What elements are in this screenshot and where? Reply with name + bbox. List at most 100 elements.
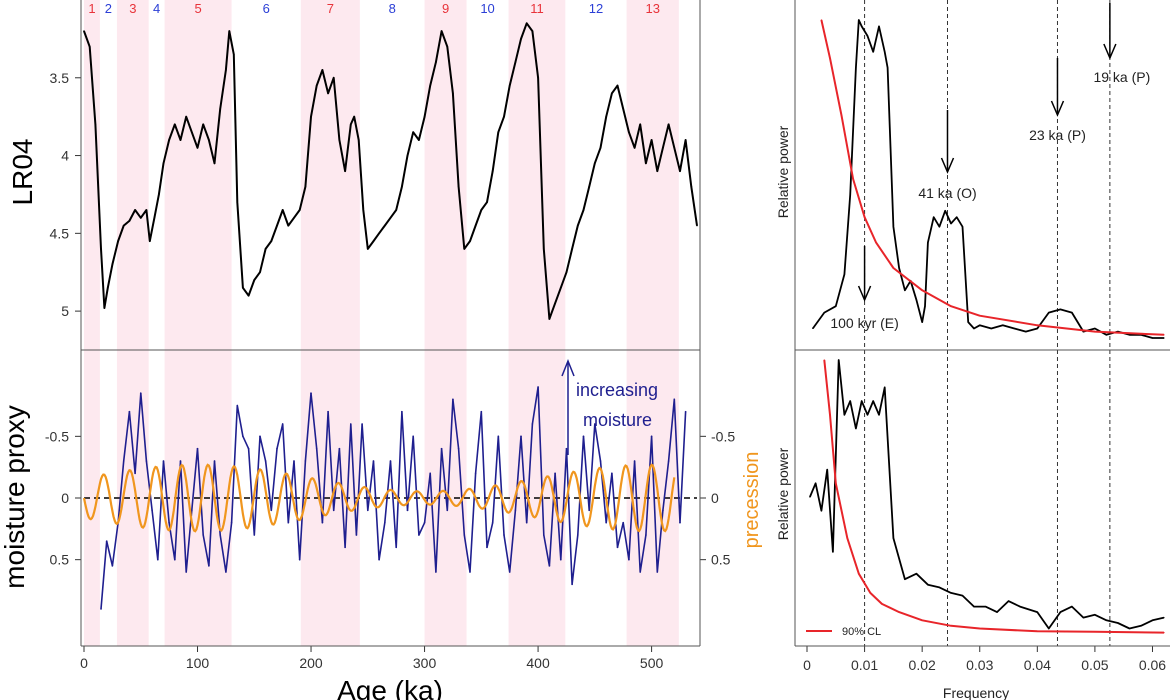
moisture-point bbox=[355, 534, 358, 536]
spectrum-point bbox=[1059, 308, 1061, 310]
moisture-point bbox=[435, 571, 437, 573]
lr04-point bbox=[548, 318, 551, 320]
moisture-point bbox=[503, 534, 505, 536]
lr04-point bbox=[276, 224, 278, 227]
spectrum-point bbox=[933, 216, 935, 218]
lr04-point bbox=[145, 209, 148, 211]
stage-label-3: 3 bbox=[129, 1, 136, 16]
spectrum-point bbox=[1013, 327, 1015, 330]
spectrum-point bbox=[1151, 337, 1154, 339]
spectrum-point bbox=[892, 537, 894, 539]
moisture-point bbox=[628, 558, 630, 561]
lr04-point bbox=[423, 115, 426, 118]
left-plot-frame bbox=[80, 0, 701, 647]
spectrum-point bbox=[1128, 334, 1131, 336]
confidence-point bbox=[979, 627, 981, 630]
lr04-point bbox=[395, 209, 397, 211]
spectrum-lr04-lines bbox=[812, 19, 1165, 339]
lr04-point bbox=[298, 209, 301, 211]
moisture-point bbox=[469, 571, 471, 573]
lr04-point bbox=[228, 30, 231, 32]
lr04-point bbox=[281, 209, 284, 211]
lr04-point bbox=[525, 22, 528, 25]
legend-label: 90% CL bbox=[842, 626, 881, 638]
moisture-point bbox=[679, 521, 681, 524]
confidence-point bbox=[829, 414, 831, 416]
moisture-point bbox=[389, 460, 392, 462]
lr04-y-tick-label: 4 bbox=[61, 148, 69, 164]
lr04-point bbox=[401, 185, 403, 188]
lr04-point bbox=[122, 224, 125, 227]
lr04-point bbox=[628, 131, 630, 134]
moisture-point bbox=[582, 435, 585, 438]
spectrum-point bbox=[1105, 334, 1108, 336]
spectrum-point bbox=[904, 578, 906, 580]
moisture-point bbox=[247, 447, 250, 450]
frequency-x-tick-label: 0.03 bbox=[966, 657, 993, 673]
confidence-limit-line bbox=[820, 19, 1165, 336]
lr04-point bbox=[208, 139, 210, 141]
moisture-point bbox=[134, 472, 136, 475]
period-annotations: 100 kyr (E) 41 ka (O) 23 ka (P) 19 ka (P) bbox=[830, 3, 1150, 331]
lr04-point bbox=[508, 84, 511, 87]
spectrum-point bbox=[938, 226, 941, 228]
spectrum-point bbox=[967, 321, 969, 323]
lr04-point bbox=[149, 240, 151, 242]
moisture-y-tick-label: -0.5 bbox=[45, 428, 69, 444]
lr04-point bbox=[503, 115, 505, 118]
confidence-point bbox=[1036, 324, 1038, 326]
spectrum-point bbox=[1094, 327, 1096, 330]
moisture-point bbox=[304, 460, 307, 462]
lr04-point bbox=[332, 76, 335, 79]
moisture-point bbox=[230, 521, 233, 524]
lr04-point bbox=[338, 139, 341, 141]
moisture-point bbox=[497, 435, 500, 438]
spectrum-lr04-panel: 100 kyr (E) 41 ka (O) 23 ka (P) 19 ka (P) R… bbox=[775, 0, 1165, 350]
spectrum-point bbox=[904, 289, 906, 291]
moisture-point bbox=[412, 435, 415, 438]
lr04-point bbox=[599, 146, 602, 149]
moisture-point bbox=[508, 571, 511, 573]
moisture-point bbox=[486, 546, 488, 549]
spectrum-point bbox=[1002, 324, 1004, 326]
confidence-point bbox=[979, 315, 981, 317]
spectrum-moisture-lines bbox=[809, 359, 1165, 634]
spectrum-point bbox=[849, 400, 851, 402]
confidence-point bbox=[892, 267, 894, 269]
moisture-point bbox=[588, 509, 590, 512]
lr04-point bbox=[667, 123, 670, 126]
lr04-point bbox=[270, 240, 273, 242]
spectrum-point bbox=[1019, 606, 1021, 608]
stage-label-4: 4 bbox=[153, 1, 160, 16]
spectrum-point bbox=[884, 386, 886, 388]
lr04-point bbox=[696, 224, 698, 227]
moisture-point bbox=[463, 534, 466, 536]
spectrum-point bbox=[872, 400, 874, 402]
moisture-point bbox=[298, 558, 301, 561]
moisture-panel: -0.5 0 0.5 -0.5 0 0.5 0 100 200 300 400 500 moist… bbox=[0, 358, 763, 700]
spectrum-point bbox=[878, 25, 880, 27]
lr04-point bbox=[310, 115, 312, 118]
spectrum-point bbox=[887, 67, 889, 69]
moisture-point bbox=[548, 565, 551, 567]
lr04-y-tick-label: 5 bbox=[61, 303, 69, 319]
frequency-x-tick-label: 0.01 bbox=[851, 657, 878, 673]
lr04-point bbox=[559, 286, 562, 289]
moisture-point bbox=[452, 398, 454, 401]
lr04-point bbox=[690, 185, 693, 188]
spectrum-point bbox=[1117, 622, 1119, 624]
moisture-point bbox=[440, 447, 443, 450]
lr04-point bbox=[153, 216, 156, 219]
spectrum-point bbox=[990, 327, 992, 330]
moisture-point bbox=[349, 423, 352, 425]
moisture-point bbox=[554, 472, 556, 475]
moisture-point bbox=[111, 565, 114, 567]
lr04-point bbox=[185, 115, 187, 118]
age-x-tick-label: 400 bbox=[526, 655, 550, 671]
annotation-arrowhead bbox=[1103, 43, 1117, 60]
moisture-point bbox=[673, 398, 676, 401]
confidence-point bbox=[863, 216, 866, 218]
lr04-point bbox=[107, 286, 109, 289]
confidence-point bbox=[852, 178, 854, 180]
